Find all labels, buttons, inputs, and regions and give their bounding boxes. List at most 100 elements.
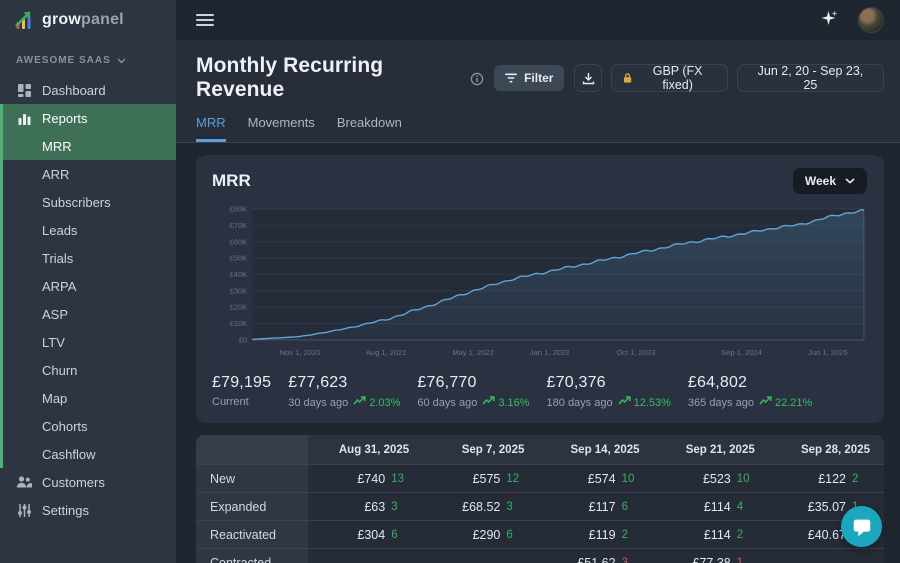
sidebar-item-subscribers[interactable]: Subscribers — [0, 188, 176, 216]
interval-label: Week — [805, 174, 836, 188]
stat-value: £79,195 — [212, 374, 271, 392]
ai-sparkle-icon[interactable] — [820, 8, 840, 33]
change-percent: 12.53% — [618, 396, 671, 409]
sidebar-item-mrr[interactable]: MRR — [0, 132, 176, 160]
currency-button[interactable]: GBP (FX fixed) — [611, 64, 728, 92]
sidebar-item-map[interactable]: Map — [0, 384, 176, 412]
amount-cell: £2906 — [423, 521, 538, 549]
count-badge: 2 — [852, 473, 870, 485]
amount-cell: £52310 — [654, 465, 769, 493]
table-header-cell: Sep 14, 2025 — [538, 435, 653, 465]
change-percent: 2.03% — [353, 396, 400, 409]
amount-cell: £633 — [308, 493, 423, 521]
amount-cell: -£51.623 — [538, 549, 653, 563]
sidebar-item-trials[interactable]: Trials — [0, 244, 176, 272]
sidebar-item-cohorts[interactable]: Cohorts — [0, 412, 176, 440]
change-percent: 22.21% — [759, 396, 812, 409]
sidebar-item-label: Map — [42, 391, 67, 406]
y-axis-label: £60K — [230, 237, 248, 246]
sidebar-item-leads[interactable]: Leads — [0, 216, 176, 244]
amount-cell: — — [769, 549, 884, 563]
sidebar-item-label: ARPA — [42, 279, 76, 294]
workspace-label: AWESOME SAAS — [16, 55, 111, 66]
sidebar-nav: Dashboard Reports MRR ARR Subscribers Leads Tr… — [0, 76, 176, 524]
mrr-line-chart: £80K£70K£60K£50K£40K£30K£20K£10K£0Nov 1,… — [212, 199, 868, 364]
menu-icon[interactable] — [196, 14, 214, 26]
reports-icon — [16, 110, 32, 126]
date-range-button[interactable]: Jun 2, 20 - Sep 23, 25 — [737, 64, 884, 92]
y-axis-label: £50K — [230, 254, 248, 263]
tab-breakdown[interactable]: Breakdown — [337, 115, 402, 142]
chevron-down-icon — [117, 58, 126, 64]
count-badge: 6 — [622, 501, 640, 513]
download-button[interactable] — [574, 64, 602, 92]
stat-value: £70,376 — [547, 374, 671, 392]
stat-60-days-ago: £76,77060 days ago3.16% — [417, 374, 529, 409]
sidebar-item-label: Settings — [42, 503, 89, 518]
tab-mrr[interactable]: MRR — [196, 115, 226, 142]
page-header: Monthly Recurring Revenue Filter — [176, 40, 900, 143]
sidebar-item-label: Reports — [42, 111, 88, 126]
stat-label: Current — [212, 396, 249, 408]
trend-up-icon — [353, 396, 366, 409]
avatar[interactable] — [858, 7, 884, 33]
dashboard-icon — [16, 82, 32, 98]
sidebar-item-ltv[interactable]: LTV — [0, 328, 176, 356]
sidebar-item-arpa[interactable]: ARPA — [0, 272, 176, 300]
table-row: Contracted——-£51.623-£77.381— — [196, 549, 884, 563]
table-corner-cell — [196, 435, 308, 465]
sidebar-item-label: ASP — [42, 307, 68, 322]
amount-cell: £1176 — [538, 493, 653, 521]
top-bar-right — [176, 0, 900, 40]
stat-365-days-ago: £64,802365 days ago22.21% — [688, 374, 812, 409]
workspace-selector[interactable]: AWESOME SAAS — [0, 40, 176, 76]
amount-cell: £1144 — [654, 493, 769, 521]
filter-button[interactable]: Filter — [494, 65, 564, 91]
stat-label: 60 days ago — [417, 397, 477, 409]
count-badge: 3 — [391, 501, 409, 513]
sidebar-item-label: Leads — [42, 223, 77, 238]
stat-value: £76,770 — [417, 374, 529, 392]
sidebar-item-arr[interactable]: ARR — [0, 160, 176, 188]
amount-cell: — — [423, 549, 538, 563]
table-row: New£74013£57512£57410£52310£1222 — [196, 465, 884, 493]
sidebar-item-settings[interactable]: Settings — [0, 496, 176, 524]
info-icon[interactable] — [470, 72, 484, 86]
amount-cell: £1192 — [538, 521, 653, 549]
top-bar: growpanel — [0, 0, 900, 40]
sidebar-item-asp[interactable]: ASP — [0, 300, 176, 328]
y-axis-label: £10K — [230, 319, 248, 328]
sidebar-item-label: ARR — [42, 167, 69, 182]
page-title: Monthly Recurring Revenue — [196, 54, 460, 102]
count-badge: 6 — [506, 529, 524, 541]
stat-180-days-ago: £70,376180 days ago12.53% — [547, 374, 671, 409]
sidebar-item-label: Customers — [42, 475, 105, 490]
chat-button[interactable] — [841, 506, 882, 547]
stat-30-days-ago: £77,62330 days ago2.03% — [288, 374, 400, 409]
sidebar-item-dashboard[interactable]: Dashboard — [0, 76, 176, 104]
sidebar-item-churn[interactable]: Churn — [0, 356, 176, 384]
table-header-cell: Aug 31, 2025 — [308, 435, 423, 465]
row-label: New — [196, 465, 308, 493]
count-badge: 2 — [622, 529, 640, 541]
chart-title: MRR — [212, 171, 251, 191]
amount-cell: £1142 — [654, 521, 769, 549]
sidebar-item-customers[interactable]: Customers — [0, 468, 176, 496]
table-row: Reactivated£3046£2906£1192£1142£40.671 — [196, 521, 884, 549]
logo[interactable]: growpanel — [0, 0, 176, 40]
download-icon — [582, 72, 595, 85]
amount-cell: £57410 — [538, 465, 653, 493]
sidebar-item-label: Cashflow — [42, 447, 95, 462]
count-badge: 6 — [391, 529, 409, 541]
x-axis-label: Jun 1, 2025 — [808, 348, 847, 357]
table-header-cell: Sep 28, 2025 — [769, 435, 884, 465]
filter-label: Filter — [524, 71, 553, 85]
tab-movements[interactable]: Movements — [248, 115, 315, 142]
x-axis-label: Jan 1, 2023 — [530, 348, 569, 357]
interval-select[interactable]: Week — [792, 167, 868, 195]
sidebar-item-label: Trials — [42, 251, 73, 266]
sidebar-item-reports[interactable]: Reports — [0, 104, 176, 132]
table-header-cell: Sep 21, 2025 — [654, 435, 769, 465]
sidebar-item-cashflow[interactable]: Cashflow — [0, 440, 176, 468]
sidebar-item-label: Subscribers — [42, 195, 111, 210]
